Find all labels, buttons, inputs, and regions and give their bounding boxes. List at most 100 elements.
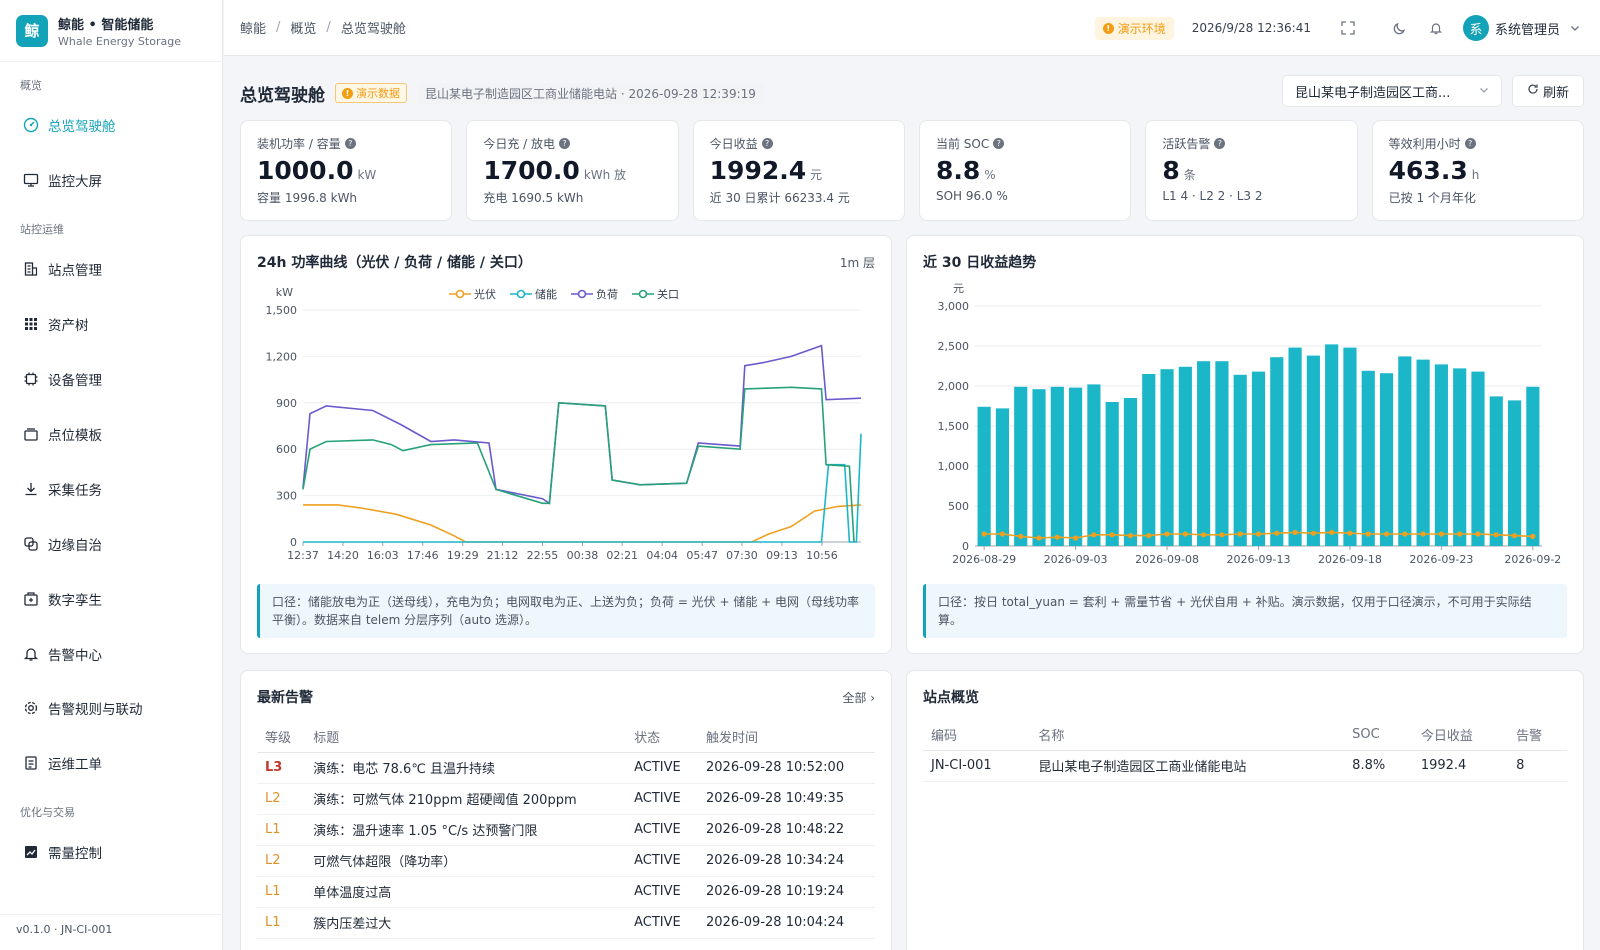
kpi-sub: 充电 1690.5 kWh — [483, 191, 584, 205]
help-icon[interactable]: ? — [344, 138, 356, 149]
sidebar-item-label: 站点管理 — [48, 263, 102, 279]
brand-title: 鲸能 • 智能储能 — [58, 17, 154, 33]
legend-label: 储能 — [535, 288, 557, 301]
legend-item[interactable]: 光伏 — [449, 286, 496, 302]
user-menu[interactable]: 系 系统管理员 — [1462, 15, 1584, 41]
help-icon[interactable]: ? — [559, 138, 571, 149]
kpi-card: 今日收益? 1992.4 元 近 30 日累计 66233.4 元 — [692, 120, 905, 221]
sidebar-item-edge[interactable]: 边缘自治 — [22, 534, 102, 554]
legend-item[interactable]: 负荷 — [571, 286, 618, 302]
legend-item[interactable]: 关口 — [632, 286, 679, 302]
page-title: 总览驾驶舱 — [240, 85, 325, 106]
sidebar-item-alarm-rules[interactable]: 告警规则与联动 — [22, 698, 143, 718]
kpi-label: 今日收益? — [710, 135, 888, 152]
chevron-down-icon — [1566, 19, 1584, 37]
revenue-bar — [1526, 386, 1540, 546]
line-point — [1457, 531, 1463, 537]
power-card-extra[interactable]: 1m 层 — [839, 256, 875, 270]
x-tick-label: 05:47 — [686, 549, 718, 562]
table-cell: ACTIVE — [626, 783, 699, 815]
table-row[interactable]: L3 演练：电芯 78.6℃ 且温升持续 ACTIVE 2026-09-28 10:5… — [257, 752, 875, 784]
x-tick-label: 12:37 — [287, 549, 319, 562]
sidebar-item-dashboard[interactable]: 总览驾驶舱 — [22, 115, 116, 135]
y-tick-label: 1,500 — [266, 304, 298, 317]
kpi-label: 装机功率 / 容量? — [257, 135, 435, 152]
table-cell: 2026-09-28 10:48:22 — [698, 814, 875, 846]
gear-icon — [22, 699, 40, 717]
chart-icon — [22, 843, 40, 861]
kpi-sub: 容量 1996.8 kWh — [257, 191, 358, 205]
kpi-label-text: 装机功率 / 容量 — [257, 137, 341, 151]
table-row[interactable]: L2 可燃气体超限（降功率） ACTIVE 2026-09-28 10:34:24 — [257, 845, 875, 877]
y-tick-label: 1,200 — [266, 350, 298, 363]
table-cell: ACTIVE — [626, 752, 699, 784]
brand-logo: 鲸 — [16, 14, 48, 47]
sidebar-item-digital-twin[interactable]: 数字孪生 — [22, 589, 102, 609]
table-row[interactable]: L1 单体温度过高 ACTIVE 2026-09-28 10:19:24 — [257, 876, 875, 908]
table-row[interactable]: L1 演练：温升速率 1.05 °C/s 达预警门限 ACTIVE 2026-09-2… — [257, 814, 875, 846]
notification-bell-icon[interactable] — [1427, 19, 1445, 37]
sidebar-item-workorder[interactable]: 运维工单 — [22, 753, 102, 773]
table-cell: 8.8% — [1344, 750, 1413, 782]
sidebar-item-label: 总览驾驶舱 — [48, 119, 116, 135]
kpi-unit: 条 — [1183, 168, 1196, 182]
kpi-card: 今日充 / 放电? 1700.0 kWh 放 充电 1690.5 kWh — [466, 120, 679, 221]
dark-mode-icon[interactable] — [1391, 19, 1409, 37]
breadcrumb-item[interactable]: 鲸能 — [240, 22, 267, 37]
table-cell: 昆山某电子制造园区工商业储能电站 — [1030, 750, 1345, 782]
x-tick-label: 16:03 — [367, 549, 399, 562]
table-row[interactable]: L2 演练：可燃气体 210ppm 超硬阈值 200ppm ACTIVE 2026-0… — [257, 783, 875, 815]
y-tick-label: 1,500 — [938, 420, 970, 433]
table-row[interactable]: L1 簇内压差过大 ACTIVE 2026-09-28 10:04:24 — [257, 907, 875, 939]
x-tick-label: 2026-09-2 — [1504, 553, 1561, 566]
help-icon[interactable]: ? — [1214, 138, 1226, 149]
sidebar-item-sites[interactable]: 站点管理 — [22, 259, 102, 279]
line-point — [1036, 535, 1042, 541]
info-icon: ! — [342, 87, 353, 99]
sidebar-item-asset-tree[interactable]: 资产树 — [22, 314, 89, 334]
table-cell: ACTIVE — [626, 845, 699, 877]
sidebar-item-point-template[interactable]: 点位模板 — [22, 424, 102, 444]
alarm-level: L2 — [257, 845, 306, 877]
y-tick-label: 2,000 — [938, 380, 970, 393]
breadcrumb-separator: / — [276, 20, 281, 35]
sidebar-item-collect-task[interactable]: 采集任务 — [22, 479, 102, 499]
table-cell: 2026-09-28 10:19:24 — [698, 876, 875, 908]
refresh-button[interactable]: 刷新 — [1511, 75, 1584, 107]
table-cell: ACTIVE — [626, 876, 699, 908]
refresh-icon — [1527, 83, 1539, 99]
line-point — [1054, 534, 1060, 540]
fullscreen-icon[interactable] — [1339, 19, 1357, 37]
sidebar-item-label: 点位模板 — [48, 428, 102, 444]
line-point — [1072, 535, 1079, 541]
breadcrumb-item[interactable]: 概览 — [290, 22, 317, 37]
help-icon[interactable]: ? — [1464, 138, 1476, 149]
power-legend: 光伏 储能 负荷 关口 — [449, 286, 679, 302]
monitor-icon — [22, 171, 40, 189]
alarms-card-title: 最新告警 — [257, 690, 313, 706]
table-header: 标题 — [305, 721, 627, 753]
twin-icon — [22, 590, 40, 608]
sidebar-item-demand[interactable]: 需量控制 — [22, 842, 102, 862]
table-row[interactable]: JN-CI-001 昆山某电子制造园区工商业储能电站 8.8% 1992.4 8 — [923, 750, 1567, 782]
legend-item[interactable]: 储能 — [510, 286, 557, 302]
help-icon[interactable]: ? — [993, 138, 1005, 149]
y-tick-label: 600 — [276, 443, 297, 456]
kpi-row: 装机功率 / 容量? 1000.0 kW 容量 1996.8 kWh 今日充 / 放… — [240, 120, 1584, 221]
site-select[interactable]: 昆山某电子制造园区工商... — [1281, 75, 1502, 107]
user-name: 系统管理员 — [1494, 22, 1560, 38]
y-tick-label: 3,000 — [938, 300, 970, 313]
line-point — [1201, 532, 1207, 538]
alarms-more-link[interactable]: 全部 › — [842, 689, 875, 706]
help-icon[interactable]: ? — [761, 138, 773, 149]
avatar: 系 — [1462, 15, 1489, 41]
series-line-关口 — [302, 386, 855, 543]
sidebar-item-devices[interactable]: 设备管理 — [22, 369, 102, 389]
legend-swatch — [571, 289, 593, 299]
line-point — [1511, 533, 1518, 539]
revenue-bar — [1361, 370, 1375, 546]
legend-label: 负荷 — [596, 288, 618, 301]
sidebar-item-monitor[interactable]: 监控大屏 — [22, 170, 102, 190]
sidebar-item-alarm-center[interactable]: 告警中心 — [22, 644, 102, 664]
kpi-value: 463.3 — [1388, 156, 1468, 185]
